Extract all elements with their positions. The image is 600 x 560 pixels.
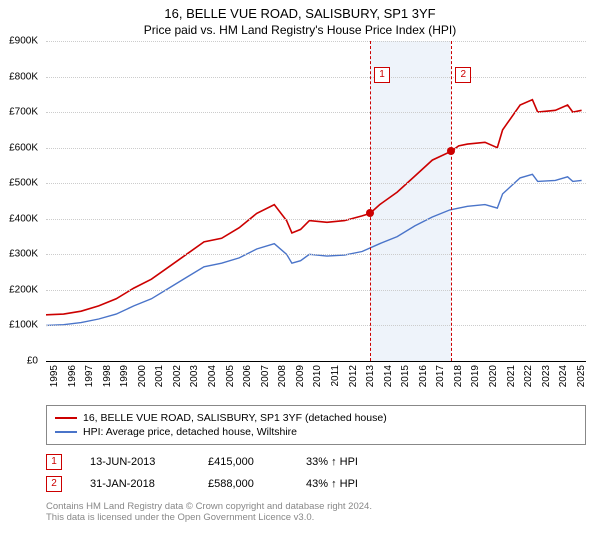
legend-label: HPI: Average price, detached house, Wilt…	[83, 426, 297, 438]
y-axis-label: £600K	[0, 142, 38, 153]
y-axis-label: £100K	[0, 320, 38, 331]
x-axis-label: 2024	[558, 365, 569, 387]
sale-row: 1 13-JUN-2013 £415,000 33% ↑ HPI	[46, 451, 586, 473]
sale-marker-line	[370, 41, 371, 361]
chart-svg	[46, 41, 586, 361]
gridline	[46, 254, 586, 255]
x-axis-label: 2022	[523, 365, 534, 387]
x-axis-label: 1999	[119, 365, 130, 387]
x-axis-label: 2002	[172, 365, 183, 387]
x-axis-label: 2017	[435, 365, 446, 387]
x-axis-label: 2012	[348, 365, 359, 387]
sale-row: 2 31-JAN-2018 £588,000 43% ↑ HPI	[46, 473, 586, 495]
x-axis-label: 2015	[400, 365, 411, 387]
legend-swatch	[55, 431, 77, 433]
x-axis-label: 2025	[576, 365, 587, 387]
series-line-hpi	[46, 174, 582, 325]
gridline	[46, 77, 586, 78]
x-axis-label: 1998	[102, 365, 113, 387]
y-axis-label: £200K	[0, 284, 38, 295]
sales-table: 1 13-JUN-2013 £415,000 33% ↑ HPI 2 31-JAN-201…	[46, 451, 586, 495]
footer-line-2: This data is licensed under the Open Gov…	[46, 512, 586, 523]
x-axis-label: 2000	[137, 365, 148, 387]
sale-marker-box: 2	[455, 67, 471, 83]
legend: 16, BELLE VUE ROAD, SALISBURY, SP1 3YF (…	[46, 405, 586, 445]
y-axis-label: £900K	[0, 36, 38, 47]
sale-price: £415,000	[208, 456, 278, 468]
x-axis-label: 1996	[67, 365, 78, 387]
x-axis-label: 2008	[277, 365, 288, 387]
x-axis-label: 2007	[260, 365, 271, 387]
x-axis-label: 2006	[242, 365, 253, 387]
x-axis-label: 2003	[189, 365, 200, 387]
gridline	[46, 325, 586, 326]
gridline	[46, 112, 586, 113]
x-axis-label: 2004	[207, 365, 218, 387]
series-line-property	[46, 100, 582, 315]
x-axis-label: 2011	[330, 365, 341, 387]
x-axis-label: 1995	[49, 365, 60, 387]
legend-swatch	[55, 417, 77, 419]
sale-marker-box: 1	[46, 454, 62, 470]
y-axis-label: £300K	[0, 249, 38, 260]
gridline	[46, 290, 586, 291]
x-axis-label: 2001	[154, 365, 165, 387]
sale-dot	[366, 209, 374, 217]
x-axis-label: 2013	[365, 365, 376, 387]
x-axis-label: 1997	[84, 365, 95, 387]
footer-line-1: Contains HM Land Registry data © Crown c…	[46, 501, 586, 512]
gridline	[46, 183, 586, 184]
gridline	[46, 219, 586, 220]
gridline	[46, 41, 586, 42]
x-axis-label: 2009	[295, 365, 306, 387]
page-title: 16, BELLE VUE ROAD, SALISBURY, SP1 3YF	[0, 0, 600, 21]
sale-marker-box: 2	[46, 476, 62, 492]
sale-marker-box: 1	[374, 67, 390, 83]
legend-label: 16, BELLE VUE ROAD, SALISBURY, SP1 3YF (…	[83, 412, 387, 424]
x-axis-label: 2005	[225, 365, 236, 387]
sale-price: £588,000	[208, 478, 278, 490]
x-axis-label: 2018	[453, 365, 464, 387]
x-axis-label: 2014	[383, 365, 394, 387]
gridline	[46, 148, 586, 149]
x-axis-label: 2016	[418, 365, 429, 387]
sale-pct: 43% ↑ HPI	[306, 478, 386, 490]
footer-attribution: Contains HM Land Registry data © Crown c…	[46, 501, 586, 523]
sale-date: 31-JAN-2018	[90, 478, 180, 490]
x-axis-label: 2019	[470, 365, 481, 387]
x-axis-label: 2021	[506, 365, 517, 387]
sale-pct: 33% ↑ HPI	[306, 456, 386, 468]
x-axis-label: 2020	[488, 365, 499, 387]
page-subtitle: Price paid vs. HM Land Registry's House …	[0, 21, 600, 41]
y-axis-label: £400K	[0, 213, 38, 224]
sale-marker-line	[451, 41, 452, 361]
x-axis-label: 2010	[312, 365, 323, 387]
y-axis-label: £700K	[0, 107, 38, 118]
legend-row: HPI: Average price, detached house, Wilt…	[55, 425, 577, 439]
y-axis-label: £500K	[0, 178, 38, 189]
sale-date: 13-JUN-2013	[90, 456, 180, 468]
x-axis-label: 2023	[541, 365, 552, 387]
y-axis-label: £800K	[0, 71, 38, 82]
sale-dot	[447, 147, 455, 155]
chart-area: £0£100K£200K£300K£400K£500K£600K£700K£80…	[46, 41, 586, 361]
y-axis-label: £0	[0, 356, 38, 367]
legend-row: 16, BELLE VUE ROAD, SALISBURY, SP1 3YF (…	[55, 411, 577, 425]
